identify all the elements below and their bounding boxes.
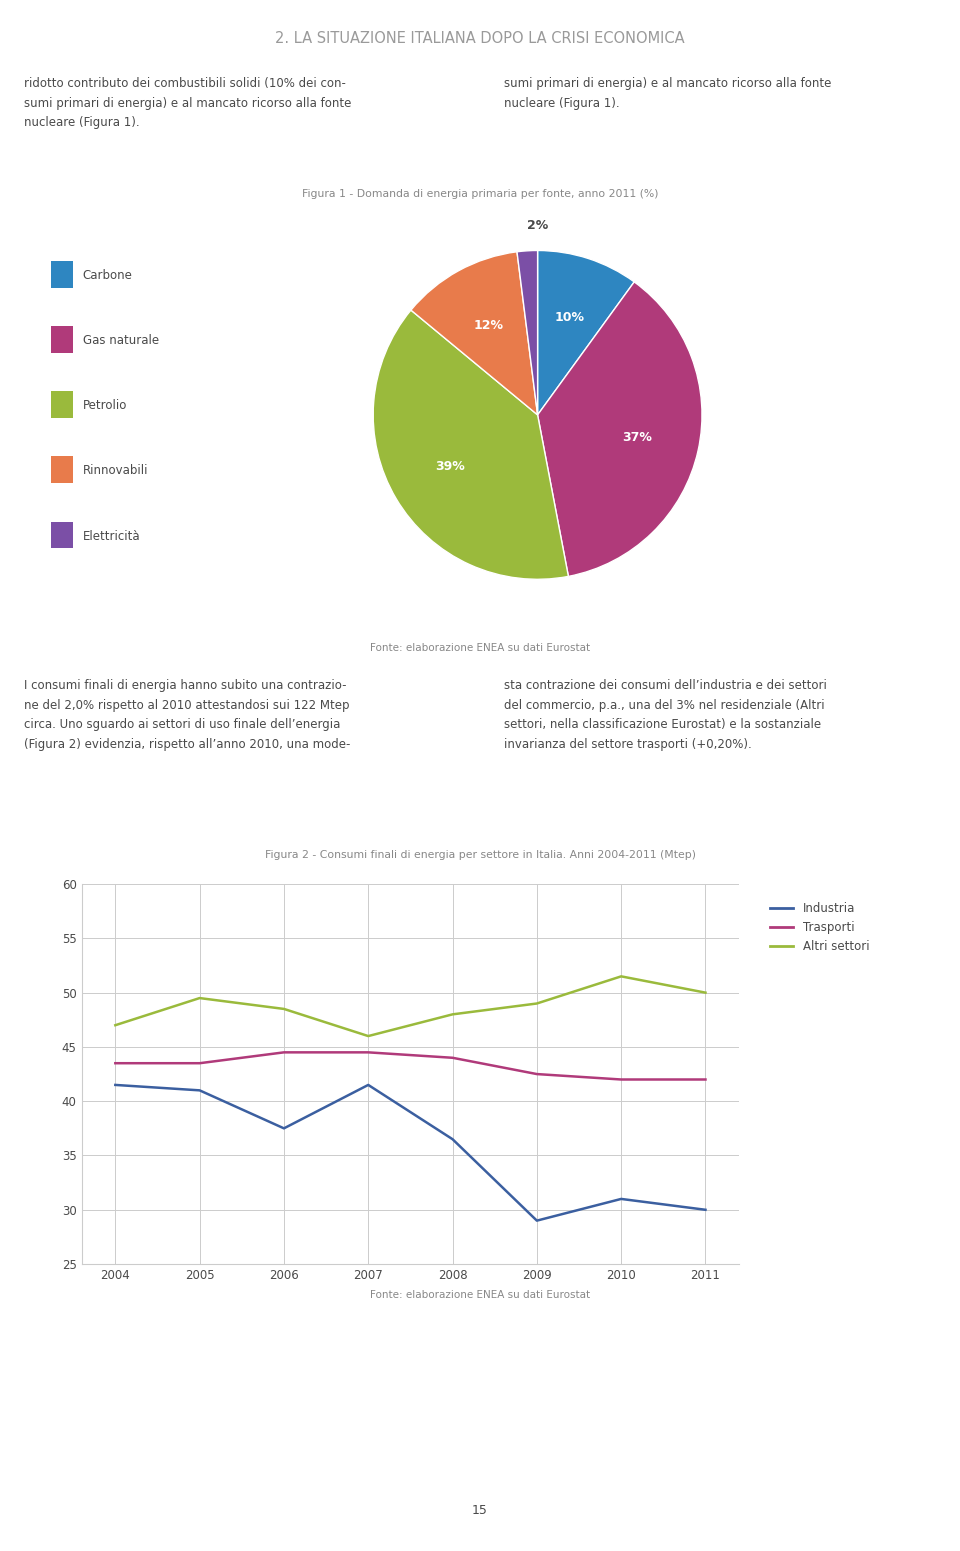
Bar [51,326,73,352]
Text: sumi primari di energia) e al mancato ricorso alla fonte
nucleare (Figura 1).: sumi primari di energia) e al mancato ri… [504,78,831,110]
Text: Rinnovabili: Rinnovabili [83,464,149,478]
Text: Figura 1 - Domanda di energia primaria per fonte, anno 2011 (%): Figura 1 - Domanda di energia primaria p… [301,189,659,199]
Bar [51,521,73,548]
Text: 2. LA SITUAZIONE ITALIANA DOPO LA CRISI ECONOMICA: 2. LA SITUAZIONE ITALIANA DOPO LA CRISI … [276,31,684,47]
Text: Elettricità: Elettricità [83,529,140,543]
Text: Fonte: elaborazione ENEA su dati Eurostat: Fonte: elaborazione ENEA su dati Eurosta… [370,1290,590,1300]
Wedge shape [538,250,635,414]
Text: 15: 15 [472,1504,488,1517]
Text: Figura 2 - Consumi finali di energia per settore in Italia. Anni 2004-2011 (Mtep: Figura 2 - Consumi finali di energia per… [265,850,695,859]
Text: 39%: 39% [435,461,465,473]
Text: I consumi finali di energia hanno subito una contrazio-
ne del 2,0% rispetto al : I consumi finali di energia hanno subito… [24,679,350,751]
Text: sta contrazione dei consumi dell’industria e dei settori
del commercio, p.a., un: sta contrazione dei consumi dell’industr… [504,679,827,751]
Text: ridotto contributo dei combustibili solidi (10% dei con-
sumi primari di energia: ridotto contributo dei combustibili soli… [24,78,351,129]
Wedge shape [538,282,702,577]
Text: Petrolio: Petrolio [83,399,128,413]
Wedge shape [411,251,538,414]
Bar [51,391,73,417]
Text: 12%: 12% [473,320,503,332]
Wedge shape [517,250,538,414]
Text: Carbone: Carbone [83,268,132,282]
Text: Gas naturale: Gas naturale [83,333,159,347]
Bar [51,456,73,482]
Bar [51,261,73,287]
Text: 10%: 10% [554,312,584,324]
Wedge shape [373,310,568,579]
Legend: Industria, Trasporti, Altri settori: Industria, Trasporti, Altri settori [765,898,874,959]
Text: 2%: 2% [527,219,548,233]
Text: 37%: 37% [622,431,652,444]
Text: Fonte: elaborazione ENEA su dati Eurostat: Fonte: elaborazione ENEA su dati Eurosta… [370,644,590,653]
